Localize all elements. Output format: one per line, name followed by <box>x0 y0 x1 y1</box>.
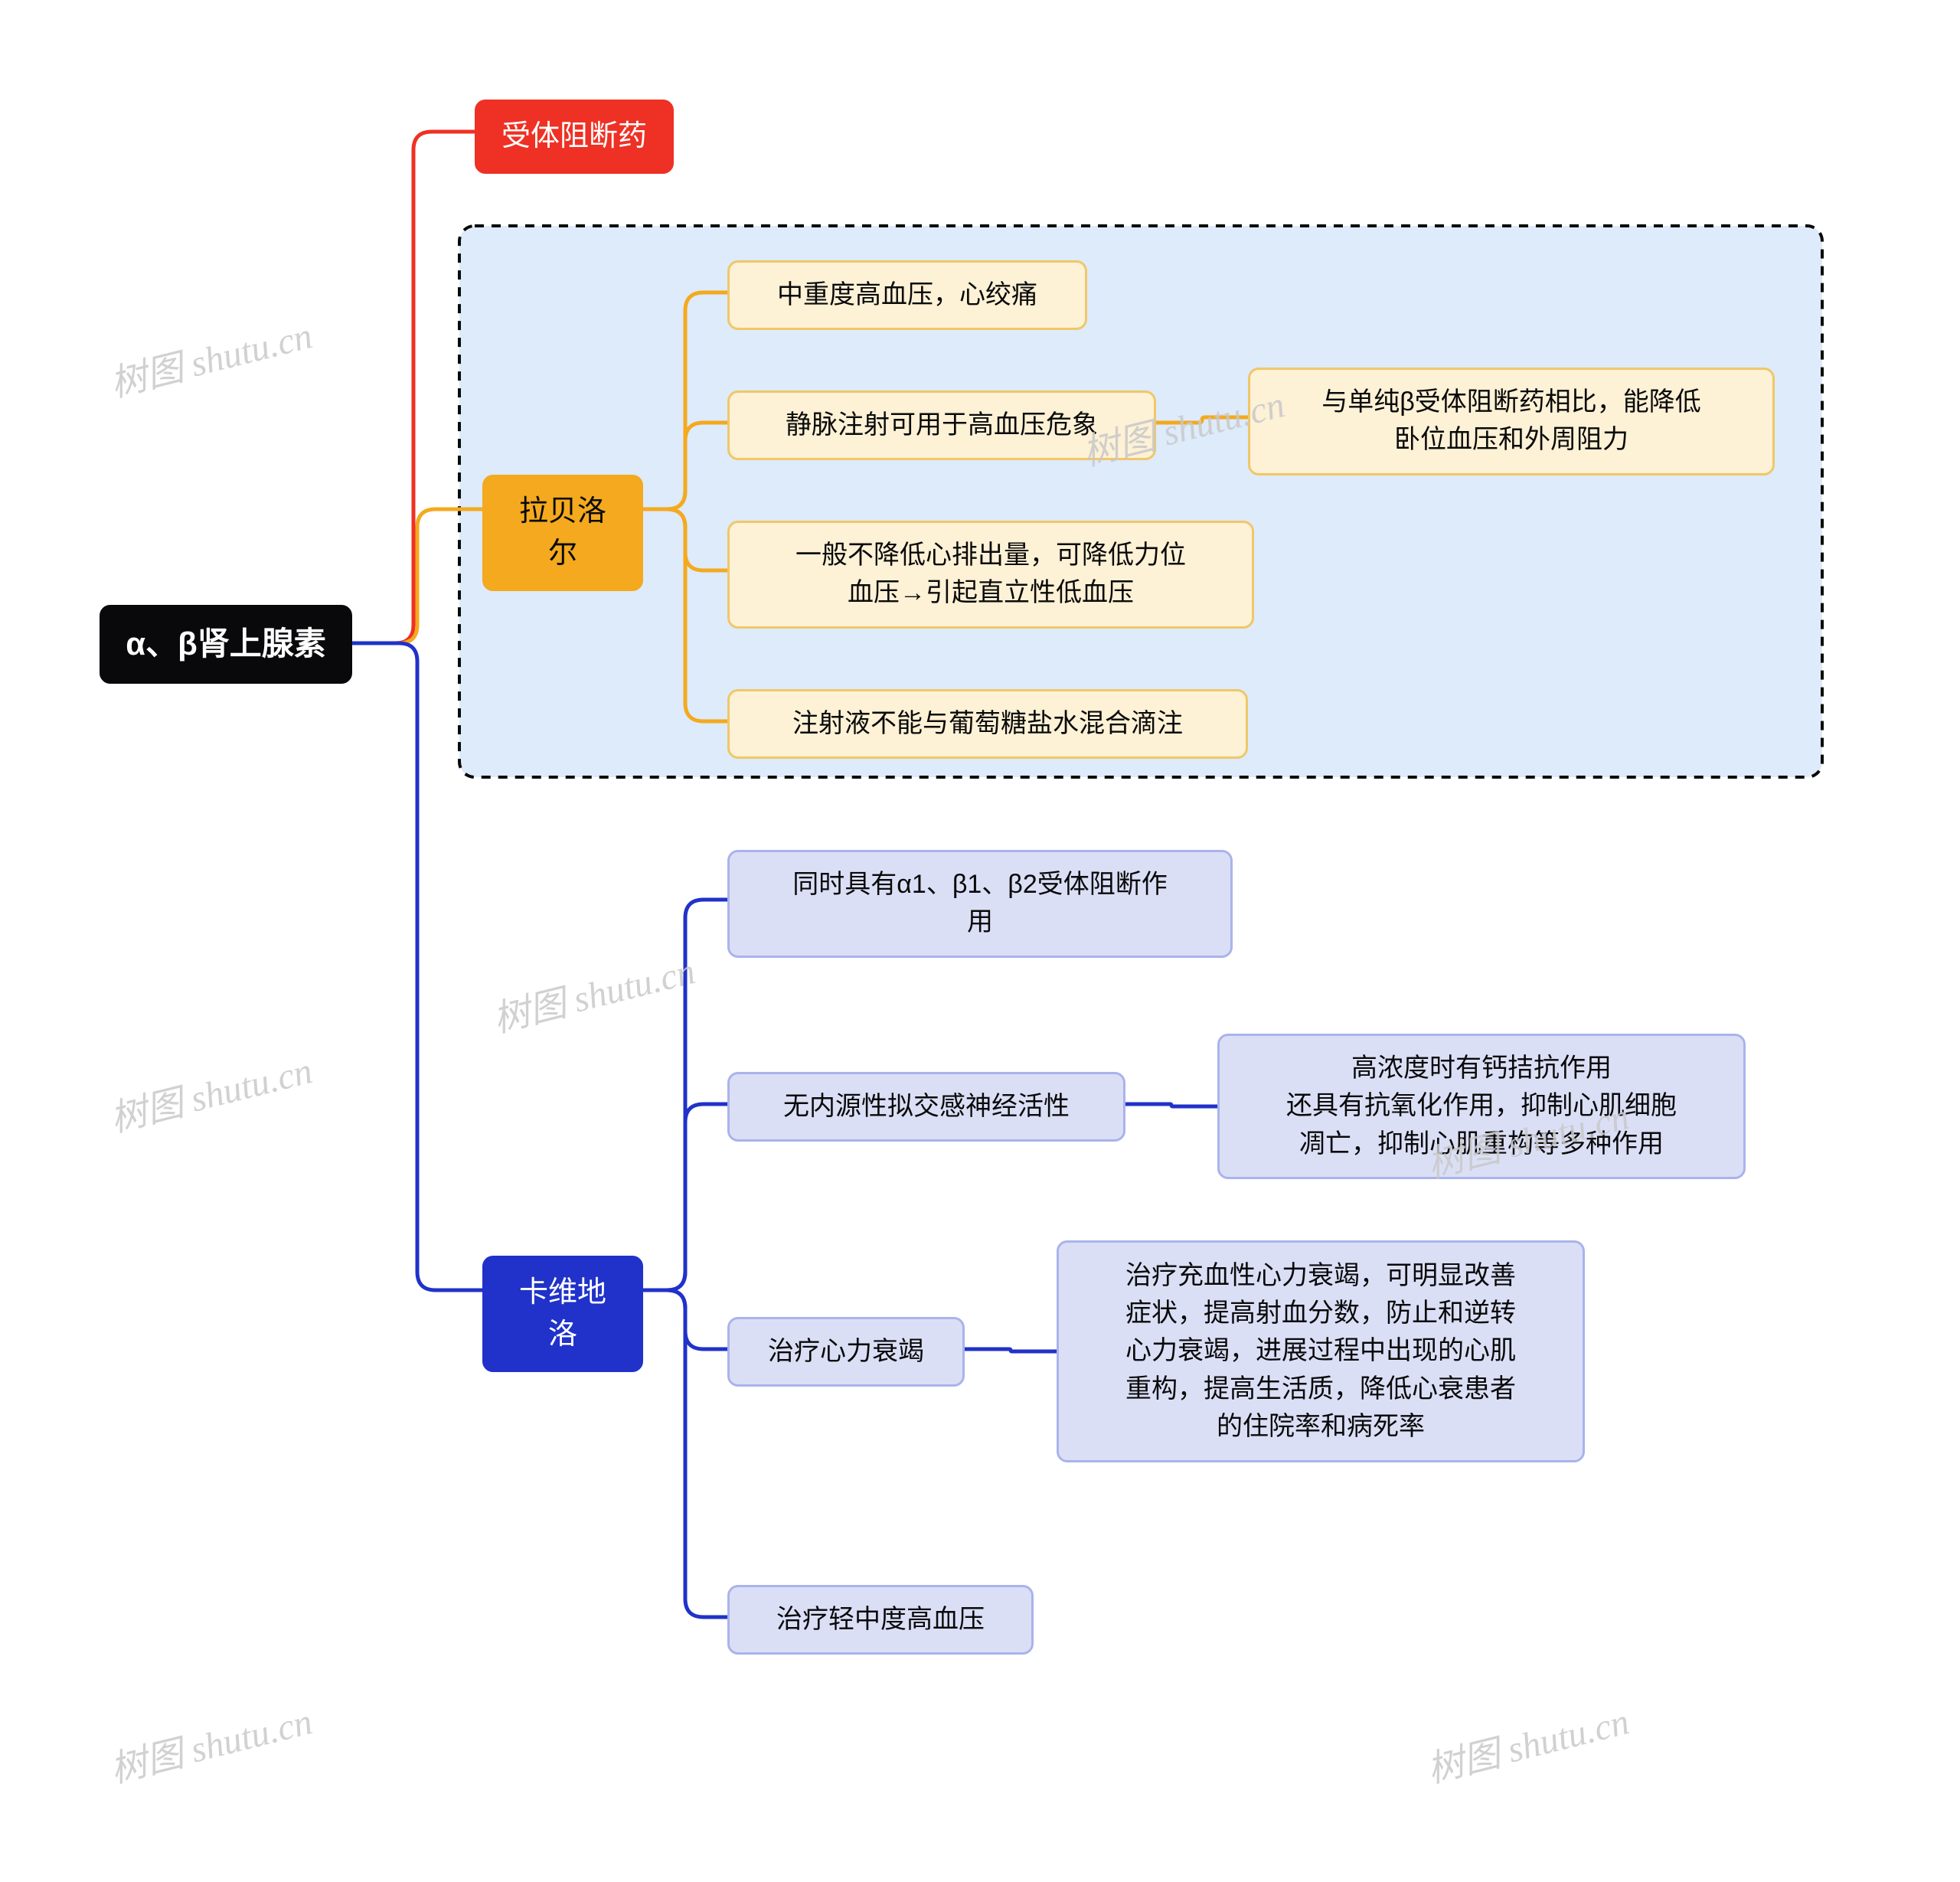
connector <box>643 1290 727 1617</box>
mindmap-stage: α、β肾上腺素 受体阻断药拉贝洛尔 中重度高血压，心绞痛静脉注射可用于高血压危象 与单… <box>0 0 1960 1882</box>
connector <box>643 292 727 509</box>
connector <box>965 1349 1057 1351</box>
connector <box>1156 417 1248 423</box>
watermark: 树图 shutu.cn <box>1421 1691 1634 1792</box>
leaf-node-b3c3[interactable]: 治疗心力衰竭 <box>727 1317 965 1387</box>
leaf-node-b3c3a[interactable]: 治疗充血性心力衰竭，可明显改善 症状，提高射血分数，防止和逆转 心力衰竭，进展过… <box>1057 1240 1585 1462</box>
connector <box>352 132 475 643</box>
connector <box>643 1104 727 1290</box>
connector <box>643 423 727 509</box>
leaf-node-b2c3[interactable]: 一般不降低心排出量，可降低力位 血压→引起直立性低血压 <box>727 521 1254 629</box>
branch-node-b3[interactable]: 卡维地洛 <box>482 1256 643 1372</box>
connector <box>352 643 482 1290</box>
leaf-node-b2c4[interactable]: 注射液不能与葡萄糖盐水混合滴注 <box>727 689 1248 759</box>
branch-node-b1[interactable]: 受体阻断药 <box>475 100 674 174</box>
leaf-node-b2c2[interactable]: 静脉注射可用于高血压危象 <box>727 390 1156 460</box>
watermark: 树图 shutu.cn <box>104 1040 317 1142</box>
connector <box>643 900 727 1290</box>
watermark: 树图 shutu.cn <box>487 940 700 1042</box>
leaf-node-b3c1[interactable]: 同时具有α1、β1、β2受体阻断作 用 <box>727 850 1233 958</box>
connector <box>643 1290 727 1349</box>
connector <box>643 509 727 721</box>
branch-node-b2[interactable]: 拉贝洛尔 <box>482 475 643 591</box>
connector <box>352 509 482 643</box>
leaf-node-b2c2a[interactable]: 与单纯β受体阻断药相比，能降低 卧位血压和外周阻力 <box>1248 368 1775 475</box>
leaf-node-b2c1[interactable]: 中重度高血压，心绞痛 <box>727 260 1087 330</box>
connector <box>643 509 727 570</box>
root-node[interactable]: α、β肾上腺素 <box>100 605 352 684</box>
leaf-node-b3c2a[interactable]: 高浓度时有钙拮抗作用 还具有抗氧化作用，抑制心肌细胞 凋亡，抑制心肌重构等多种作… <box>1217 1034 1746 1179</box>
watermark: 树图 shutu.cn <box>104 1691 317 1792</box>
leaf-node-b3c2[interactable]: 无内源性拟交感神经活性 <box>727 1072 1125 1142</box>
leaf-node-b3c4[interactable]: 治疗轻中度高血压 <box>727 1585 1034 1655</box>
watermark: 树图 shutu.cn <box>104 305 317 407</box>
connector <box>1125 1104 1217 1106</box>
